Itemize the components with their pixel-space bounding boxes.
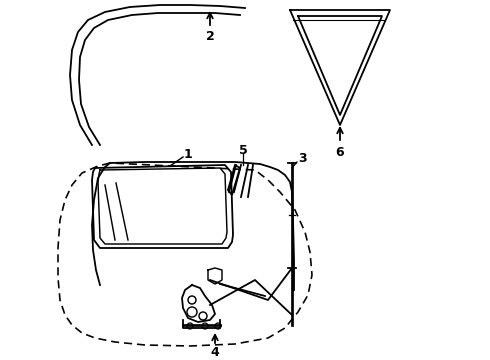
Text: 1: 1 [184, 148, 193, 161]
Text: 2: 2 [206, 30, 215, 42]
Text: 6: 6 [336, 145, 344, 158]
Text: 5: 5 [239, 144, 247, 157]
Text: 4: 4 [211, 346, 220, 360]
Text: 3: 3 [298, 152, 306, 165]
